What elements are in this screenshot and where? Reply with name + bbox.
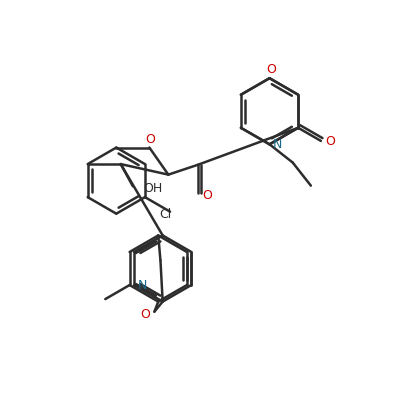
Text: N: N <box>138 278 147 291</box>
Text: O: O <box>324 135 334 148</box>
Text: Cl: Cl <box>159 208 171 220</box>
Text: O: O <box>139 307 149 320</box>
Text: N: N <box>272 137 281 150</box>
Text: O: O <box>202 189 211 202</box>
Text: O: O <box>145 133 155 146</box>
Text: O: O <box>265 63 275 76</box>
Text: OH: OH <box>143 182 162 195</box>
